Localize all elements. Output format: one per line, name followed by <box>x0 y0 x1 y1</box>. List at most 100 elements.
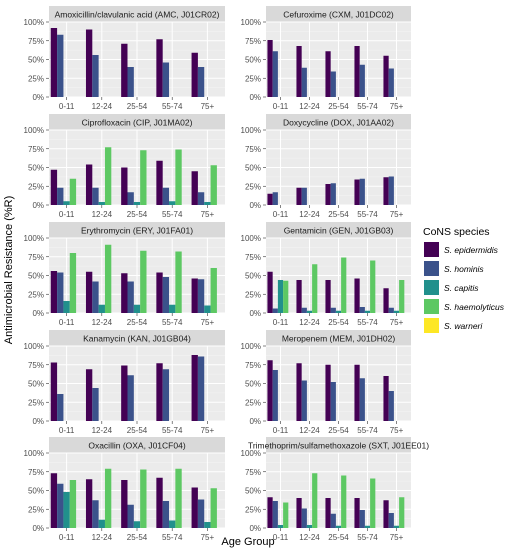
bar <box>57 394 64 421</box>
bar <box>127 375 134 421</box>
bar <box>63 301 70 313</box>
bar <box>325 51 331 97</box>
bar <box>156 363 163 421</box>
bar <box>169 304 176 313</box>
y-tick-label: 50% <box>28 272 44 281</box>
x-tick-label: 0-11 <box>273 318 289 327</box>
y-tick-label: 0% <box>249 201 261 210</box>
y-tick-label: 100% <box>24 342 44 351</box>
x-tick-label: 75+ <box>201 210 215 219</box>
y-tick-label: 75% <box>28 253 44 262</box>
facet-title: Kanamycin (KAN, J01GB04) <box>83 334 191 344</box>
bar <box>69 253 77 313</box>
y-tick-label: 75% <box>28 145 44 154</box>
x-tick-label: 55-74 <box>162 318 183 327</box>
y-tick-label: 0% <box>249 417 261 426</box>
bar <box>156 477 163 528</box>
bar <box>301 67 307 97</box>
bar <box>210 165 217 205</box>
bar <box>283 280 289 313</box>
bar <box>204 305 211 313</box>
y-tick-label: 100% <box>24 18 44 27</box>
bar <box>85 271 93 313</box>
facet-title: Cefuroxime (CXM, J01DC02) <box>283 10 394 20</box>
y-tick-label: 25% <box>245 74 261 83</box>
facet-strip <box>266 437 411 453</box>
y-tick-label: 100% <box>241 342 261 351</box>
bar <box>85 164 93 205</box>
y-tick-label: 0% <box>32 524 44 533</box>
bar <box>85 29 93 97</box>
facet-title: Erythromycin (ERY, J01FA01) <box>81 226 193 236</box>
bar <box>272 192 278 205</box>
facet-strip <box>49 222 225 238</box>
bar <box>156 39 163 97</box>
y-tick-label: 50% <box>245 272 261 281</box>
bar <box>296 498 302 528</box>
bar <box>204 202 211 205</box>
bar <box>393 310 400 313</box>
y-tick-label: 0% <box>32 417 44 426</box>
bar <box>359 510 365 528</box>
bar <box>277 525 284 528</box>
bar <box>272 51 278 97</box>
bar <box>388 68 394 97</box>
y-tick-label: 75% <box>245 468 261 477</box>
bar <box>388 176 394 205</box>
bar <box>191 171 198 205</box>
facet-title: Trimethoprim/sulfamethoxazole (SXT, J01E… <box>248 441 429 451</box>
bar <box>383 55 389 97</box>
legend-swatch <box>424 318 439 333</box>
bar <box>191 487 198 528</box>
bar <box>121 480 128 528</box>
bar <box>191 52 198 97</box>
x-tick-label: 25-54 <box>328 102 349 111</box>
facet-panels: Amoxicillin/clavulanic acid (AMC, J01CR0… <box>24 6 429 542</box>
legend-label: S. capitis <box>444 283 479 293</box>
legend-label: S. hominis <box>444 264 484 274</box>
facet-title: Gentamicin (GEN, J01GB03) <box>284 226 394 236</box>
legend-swatch <box>424 299 439 314</box>
legend-label: S. epidermidis <box>444 245 499 255</box>
bar <box>169 520 176 528</box>
bar <box>85 479 93 528</box>
x-tick-label: 0-11 <box>273 533 289 542</box>
bar <box>330 513 336 528</box>
bar <box>92 55 99 97</box>
y-tick-label: 0% <box>249 93 261 102</box>
facet-strip <box>49 437 225 453</box>
y-tick-label: 25% <box>245 290 261 299</box>
facet-panel: Meropenem (MEM, J01DH02) 0% 25% 50% 75% 100% 0… <box>241 330 411 435</box>
bar <box>277 280 284 313</box>
bar <box>312 473 318 528</box>
bar <box>370 478 376 528</box>
bar <box>69 480 77 528</box>
x-tick-label: 55-74 <box>357 318 378 327</box>
bar <box>162 62 170 97</box>
bar <box>104 147 112 205</box>
facet-title: Amoxicillin/clavulanic acid (AMC, J01CR0… <box>55 10 220 20</box>
bar <box>335 525 342 528</box>
bar <box>272 501 278 528</box>
y-tick-label: 50% <box>28 380 44 389</box>
bar <box>296 363 302 421</box>
y-tick-label: 75% <box>245 361 261 370</box>
facet-strip <box>266 222 411 238</box>
x-tick-label: 12-24 <box>299 102 320 111</box>
bar <box>175 468 182 528</box>
bar <box>399 280 405 313</box>
bar <box>63 492 70 528</box>
bar <box>359 178 365 205</box>
bar <box>330 382 336 421</box>
legend-title: CoNS species <box>423 226 490 238</box>
bar <box>50 473 58 528</box>
bar <box>359 307 365 313</box>
bar <box>169 201 176 205</box>
bar <box>341 257 347 313</box>
bar <box>63 201 70 205</box>
bar <box>267 497 273 528</box>
bar <box>301 508 307 528</box>
bar <box>364 310 371 313</box>
bar <box>121 273 128 313</box>
bar <box>341 475 347 528</box>
